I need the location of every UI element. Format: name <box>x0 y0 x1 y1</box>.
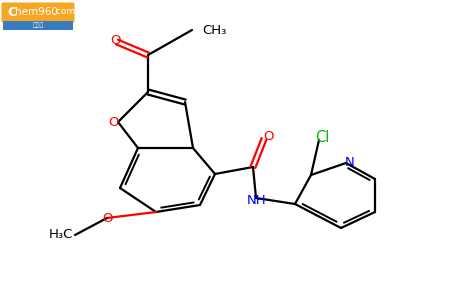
Text: .com: .com <box>53 8 75 16</box>
Text: hem960: hem960 <box>15 7 58 17</box>
FancyBboxPatch shape <box>3 21 73 30</box>
Text: Cl: Cl <box>315 130 329 146</box>
Text: NH: NH <box>247 195 267 207</box>
Text: CH₃: CH₃ <box>202 23 227 37</box>
Text: H₃C: H₃C <box>49 229 73 241</box>
Text: 化工网: 化工网 <box>32 23 44 28</box>
Text: O: O <box>111 35 121 47</box>
Text: O: O <box>264 130 274 144</box>
Text: C: C <box>7 6 17 18</box>
Text: N: N <box>345 156 355 168</box>
Text: O: O <box>109 115 119 129</box>
FancyBboxPatch shape <box>1 3 74 23</box>
Text: O: O <box>103 212 113 224</box>
